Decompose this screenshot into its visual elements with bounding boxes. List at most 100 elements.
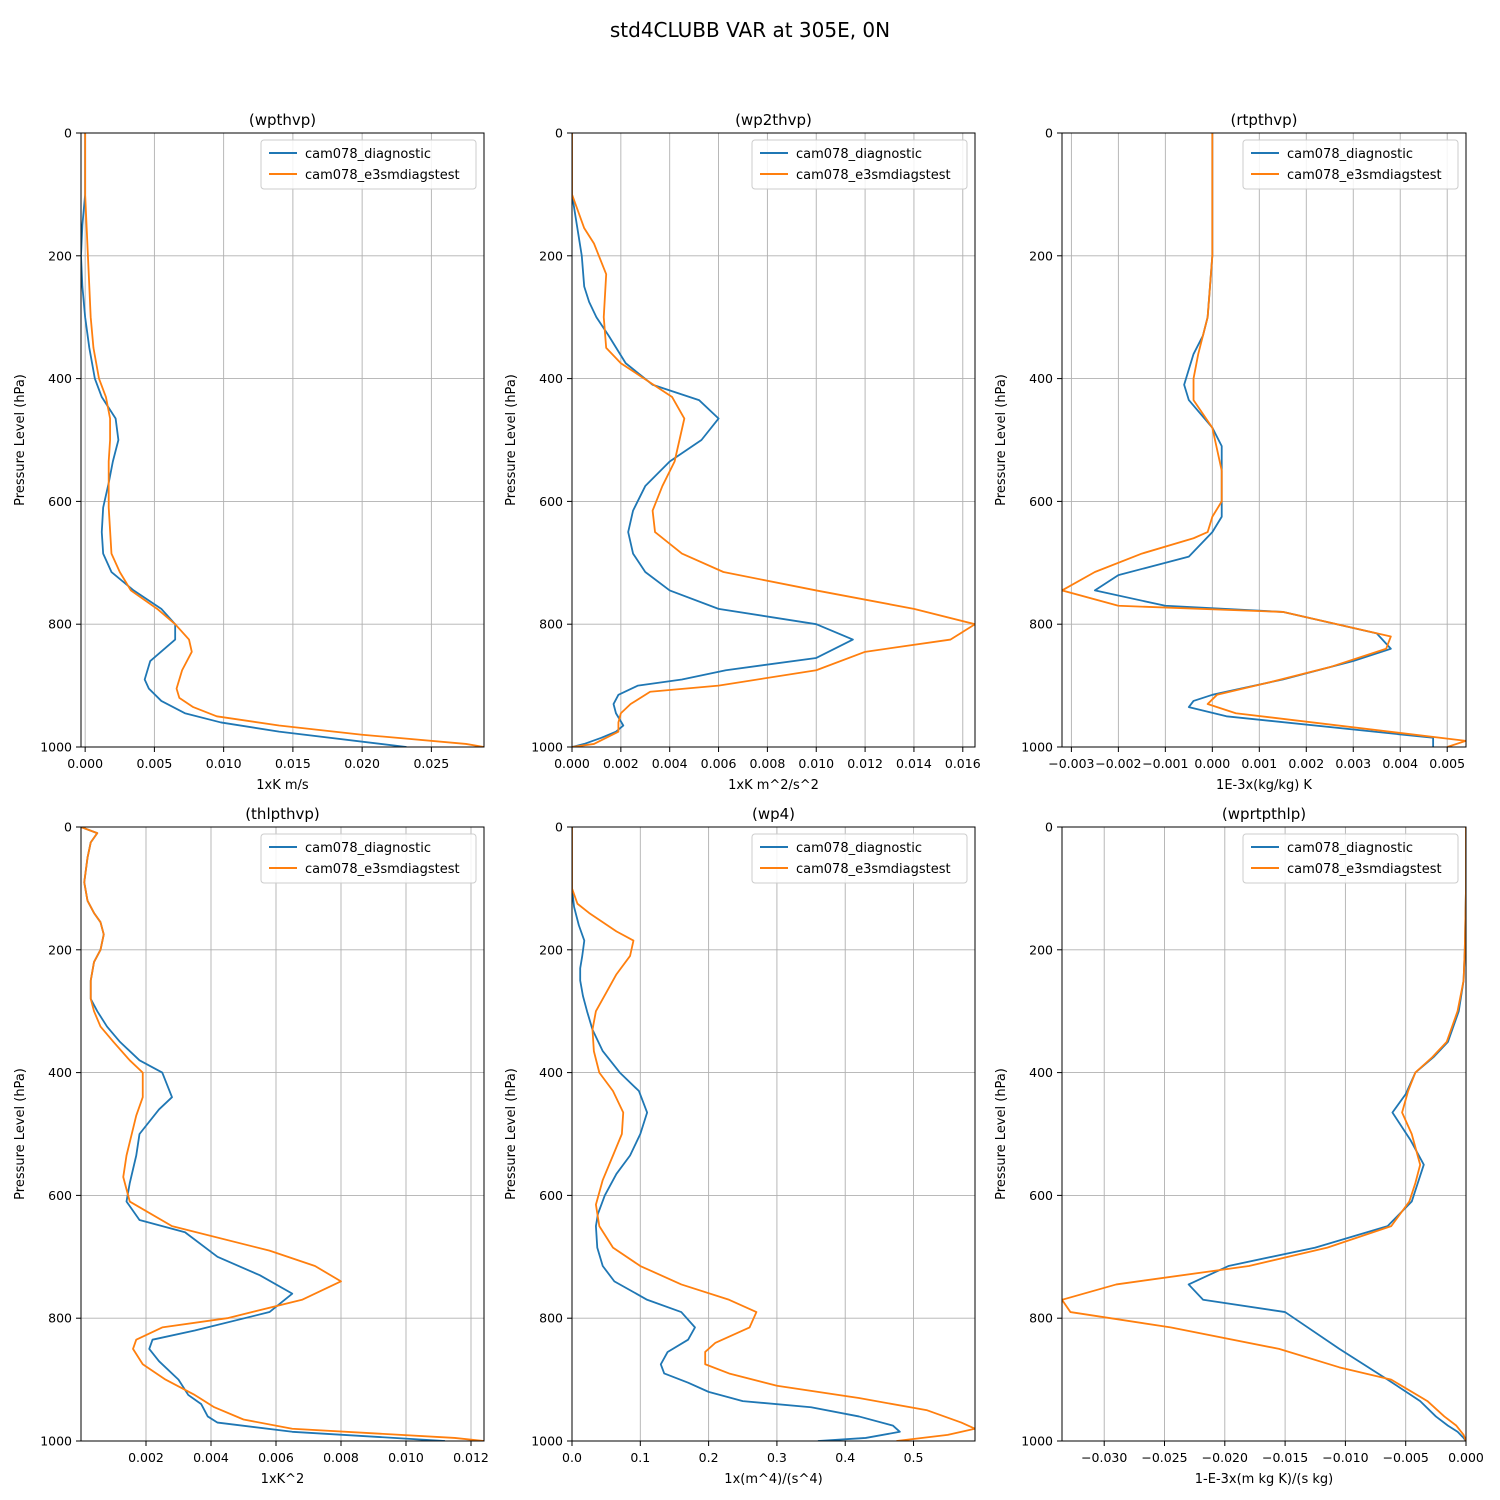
series-line-cam078_e3smdiagstest: [1062, 827, 1466, 1441]
series-line-cam078_diagnostic: [81, 133, 407, 747]
legend-label: cam078_diagnostic: [1287, 841, 1413, 856]
legend: cam078_diagnostic cam078_e3smdiagstest: [260, 833, 477, 884]
legend-label: cam078_diagnostic: [305, 147, 431, 162]
legend-box: [751, 833, 968, 884]
y-tick-label: 600: [48, 494, 72, 509]
axes-frame: [80, 826, 485, 1442]
x-tick-label: 0.006: [258, 1450, 294, 1465]
y-tick-label: 800: [539, 1311, 563, 1326]
legend: cam078_diagnostic cam078_e3smdiagstest: [751, 833, 968, 884]
y-tick-label: 800: [1029, 1311, 1053, 1326]
y-tick-label: 600: [1029, 1188, 1053, 1203]
legend-label: cam078_e3smdiagstest: [1287, 168, 1442, 183]
x-tick-label: 0.002: [128, 1450, 164, 1465]
y-tick-label: 0: [1045, 820, 1053, 835]
x-axis-label: 1xK m^2/s^2: [728, 778, 819, 793]
x-axis-label: 1x(m^4)/(s^4): [724, 1472, 822, 1487]
axes-frame: [1061, 826, 1467, 1442]
panel-2: −0.003 −0.002 −0.001 0.000 0.001 0.002 0.003 0.…: [994, 111, 1467, 793]
x-tick-label: −0.025: [1141, 1450, 1187, 1465]
panel-1: 0.000 0.002 0.004 0.006 0.008 0.010 0.012 0.014…: [504, 111, 981, 793]
panels-group: 0.000 0.005 0.010 0.015 0.020 0.0250200400600…: [13, 111, 1484, 1487]
x-tick-label: 0.4: [835, 1450, 855, 1465]
legend-label: cam078_diagnostic: [305, 841, 431, 856]
legend-label: cam078_diagnostic: [796, 147, 922, 162]
y-tick-label: 200: [539, 942, 563, 957]
panel-5: −0.030 −0.025 −0.020 −0.015 −0.010 −0.005 0.00…: [994, 805, 1484, 1487]
y-tick-label: 200: [1029, 942, 1053, 957]
y-axis-label: Pressure Level (hPa): [994, 374, 1009, 506]
y-tick-label: 1000: [40, 1434, 72, 1449]
y-axis-label: Pressure Level (hPa): [13, 374, 28, 506]
y-axis-label: Pressure Level (hPa): [504, 1068, 519, 1200]
x-tick-label: 0.000: [67, 756, 103, 771]
y-tick-label: 400: [48, 1065, 72, 1080]
y-tick-label: 0: [64, 820, 72, 835]
y-tick-label: 0: [1045, 126, 1053, 141]
x-axis-label: 1E-3x(kg/kg) K: [1216, 778, 1312, 793]
x-tick-label: 0.010: [206, 756, 242, 771]
x-tick-label: 0.005: [137, 756, 173, 771]
panel-3: 0.002 0.004 0.006 0.008 0.010 0.012 0 200 400 600…: [13, 805, 489, 1487]
x-tick-label: 0.012: [847, 756, 883, 771]
legend-box: [751, 139, 968, 190]
y-tick-label: 0: [555, 820, 563, 835]
x-axis-label: 1xK m/s: [256, 778, 309, 793]
legend-label: cam078_e3smdiagstest: [305, 168, 460, 183]
y-tick-label: 0: [555, 126, 563, 141]
x-tick-label: 0.5: [904, 1450, 924, 1465]
panel-title: (wp2thvp): [735, 111, 812, 129]
y-tick-label: 400: [539, 1065, 563, 1080]
x-tick-label: 0.010: [798, 756, 834, 771]
x-tick-label: −0.015: [1262, 1450, 1308, 1465]
y-axis-label: Pressure Level (hPa): [504, 374, 519, 506]
panel-title: (wp4): [752, 805, 795, 823]
axes-frame: [80, 132, 485, 748]
series-line-cam078_e3smdiagstest: [1062, 133, 1466, 747]
axes-frame: [1061, 132, 1467, 748]
panel-title: (thlpthvp): [245, 805, 320, 823]
legend-label: cam078_diagnostic: [796, 841, 922, 856]
y-tick-label: 1000: [531, 1434, 563, 1449]
x-tick-label: −0.002: [1095, 756, 1141, 771]
axes-frame: [571, 826, 976, 1442]
x-axis-label: 1xK^2: [261, 1472, 305, 1487]
y-tick-label: 1000: [1021, 740, 1053, 755]
y-tick-label: 800: [1029, 617, 1053, 632]
legend-label: cam078_e3smdiagstest: [1287, 862, 1442, 877]
y-tick-label: 400: [1029, 1065, 1053, 1080]
y-tick-label: 200: [539, 248, 563, 263]
y-tick-label: 600: [539, 494, 563, 509]
series-line-cam078_e3smdiagstest: [572, 827, 975, 1441]
x-tick-label: 0.3: [767, 1450, 787, 1465]
x-tick-label: 0.025: [413, 756, 449, 771]
series-line-cam078_e3smdiagstest: [81, 827, 484, 1441]
x-tick-label: 0.012: [453, 1450, 489, 1465]
x-tick-label: 0.006: [701, 756, 737, 771]
figure-title: std4CLUBB VAR at 305E, 0N: [610, 18, 890, 42]
y-tick-label: 400: [1029, 371, 1053, 386]
y-tick-label: 400: [539, 371, 563, 386]
y-tick-label: 200: [48, 942, 72, 957]
x-tick-label: 0.002: [603, 756, 639, 771]
y-tick-label: 200: [1029, 248, 1053, 263]
x-tick-label: 0.000: [1448, 1450, 1484, 1465]
x-tick-label: 0.014: [896, 756, 932, 771]
legend-box: [260, 139, 477, 190]
legend-box: [260, 833, 477, 884]
x-axis-label: 1-E-3x(m kg K)/(s kg): [1195, 1472, 1333, 1487]
x-tick-label: −0.003: [1048, 756, 1094, 771]
x-tick-label: 0.001: [1241, 756, 1277, 771]
legend: cam078_diagnostic cam078_e3smdiagstest: [751, 139, 968, 190]
y-tick-label: 400: [48, 371, 72, 386]
x-tick-label: −0.005: [1383, 1450, 1429, 1465]
y-axis-label: Pressure Level (hPa): [994, 1068, 1009, 1200]
x-tick-label: −0.020: [1202, 1450, 1248, 1465]
y-tick-label: 800: [539, 617, 563, 632]
x-tick-label: 0.003: [1335, 756, 1371, 771]
legend: cam078_diagnostic cam078_e3smdiagstest: [260, 139, 477, 190]
x-tick-label: 0.016: [945, 756, 981, 771]
y-tick-label: 600: [1029, 494, 1053, 509]
y-tick-label: 1000: [40, 740, 72, 755]
